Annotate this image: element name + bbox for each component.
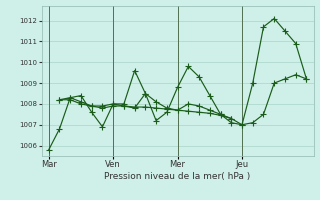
- X-axis label: Pression niveau de la mer( hPa ): Pression niveau de la mer( hPa ): [104, 172, 251, 181]
